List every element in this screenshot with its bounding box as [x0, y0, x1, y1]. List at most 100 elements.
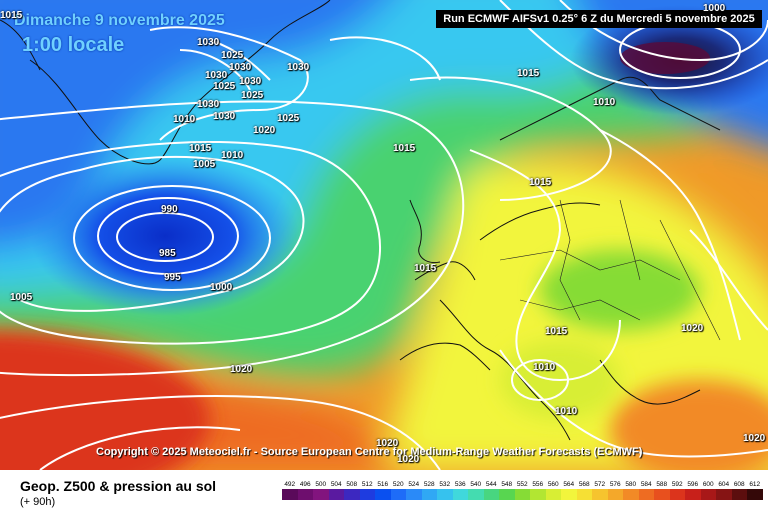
legend-label: 592: [671, 481, 683, 488]
legend-swatch: [344, 489, 360, 500]
forecast-time: 1:00 locale: [22, 34, 125, 56]
legend-label: 576: [609, 481, 621, 488]
isobar-label: 1030: [197, 99, 220, 110]
legend-swatch: [654, 489, 670, 500]
legend-item: 548: [499, 480, 515, 500]
legend-swatch: [468, 489, 484, 500]
isobar-label: 1020: [743, 433, 766, 444]
legend-swatch: [313, 489, 329, 500]
legend-label: 568: [578, 481, 590, 488]
legend-swatch: [592, 489, 608, 500]
legend-swatch: [406, 489, 422, 500]
legend-item: 496: [297, 480, 313, 500]
legend-item: 588: [654, 480, 670, 500]
isobar-label: 1005: [10, 292, 33, 303]
legend-label: 540: [470, 481, 482, 488]
isobar-label: 1025: [213, 81, 236, 92]
isobar-label: 1015: [0, 10, 23, 21]
legend-item: 492: [282, 480, 298, 500]
borders: [499, 199, 721, 341]
isobar-label: 1015: [545, 326, 568, 337]
legend-swatch: [375, 489, 391, 500]
legend-swatch: [390, 489, 406, 500]
legend-item: 516: [375, 480, 391, 500]
legend-item: 536: [452, 480, 468, 500]
legend-swatch: [514, 489, 530, 500]
legend-swatch: [731, 489, 747, 500]
legend-label: 520: [392, 481, 404, 488]
legend-item: 596: [685, 480, 701, 500]
isobar-label: 1015: [189, 143, 212, 154]
isobar-label: 1015: [393, 143, 416, 154]
isobars: [0, 0, 768, 470]
isobar-label: 1030: [205, 70, 228, 81]
legend-swatch: [669, 489, 685, 500]
legend-label: 524: [408, 481, 420, 488]
isobar-label: 1000: [210, 282, 233, 293]
legend-label: 612: [749, 481, 761, 488]
legend-swatch: [499, 489, 515, 500]
isobar-label: 1005: [193, 159, 216, 170]
run-info: Run ECMWF AIFSv1 0.25° 6 Z du Mercredi 5…: [436, 10, 762, 28]
legend-item: 520: [390, 480, 406, 500]
legend-label: 492: [284, 481, 296, 488]
isobar-label: 1015: [414, 263, 437, 274]
legend-item: 524: [406, 480, 422, 500]
legend-swatch: [452, 489, 468, 500]
legend-item: 604: [716, 480, 732, 500]
isobar-label: 1030: [213, 111, 236, 122]
legend-label: 496: [299, 481, 311, 488]
legend-swatch: [421, 489, 437, 500]
legend-label: 572: [594, 481, 606, 488]
coastlines: [0, 0, 721, 441]
map-canvas: [0, 0, 768, 470]
isobar-label: 1020: [253, 125, 276, 136]
legend-swatch: [576, 489, 592, 500]
legend-label: 560: [547, 481, 559, 488]
isobar-label: 1025: [241, 90, 264, 101]
legend-swatch: [623, 489, 639, 500]
isobar-label: 1020: [397, 454, 420, 465]
legend-item: 592: [669, 480, 685, 500]
legend-swatch: [638, 489, 654, 500]
legend-label: 528: [423, 481, 435, 488]
isobar-label: 1030: [197, 37, 220, 48]
legend-label: 544: [485, 481, 497, 488]
isobar-label: 1030: [287, 62, 310, 73]
legend-swatch: [545, 489, 561, 500]
legend-item: 600: [700, 480, 716, 500]
legend-swatch: [561, 489, 577, 500]
legend-label: 584: [640, 481, 652, 488]
legend-label: 608: [733, 481, 745, 488]
legend-label: 516: [377, 481, 389, 488]
color-legend: 492 496 500 504 508 512 516 520 524 528 532 536 540 5…: [282, 480, 763, 500]
legend-swatch: [530, 489, 546, 500]
legend-label: 588: [656, 481, 668, 488]
isobar-label: 1010: [533, 362, 556, 373]
legend-swatch: [282, 489, 298, 500]
isobar-label: 995: [164, 272, 181, 283]
legend-label: 564: [563, 481, 575, 488]
legend-label: 508: [346, 481, 358, 488]
isobar-label: 1000: [703, 3, 726, 14]
legend-item: 504: [328, 480, 344, 500]
legend-item: 552: [514, 480, 530, 500]
map-footer: Geop. Z500 & pression au sol (+ 90h) 492…: [0, 470, 768, 512]
isobar-label: 1030: [239, 76, 262, 87]
isobar-label: 1010: [221, 150, 244, 161]
product-title: Geop. Z500 & pression au sol: [20, 478, 217, 494]
forecast-date: Dimanche 9 novembre 2025: [14, 12, 225, 29]
legend-swatch: [297, 489, 313, 500]
legend-item: 568: [576, 480, 592, 500]
legend-item: 556: [530, 480, 546, 500]
isobar-label: 1025: [277, 113, 300, 124]
legend-label: 500: [315, 481, 327, 488]
legend-swatch: [747, 489, 763, 500]
legend-swatch: [685, 489, 701, 500]
legend-item: 532: [437, 480, 453, 500]
legend-label: 600: [702, 481, 714, 488]
isobar-label: 1015: [517, 68, 540, 79]
isobar-label: 990: [161, 204, 178, 215]
legend-label: 504: [330, 481, 342, 488]
legend-item: 608: [731, 480, 747, 500]
